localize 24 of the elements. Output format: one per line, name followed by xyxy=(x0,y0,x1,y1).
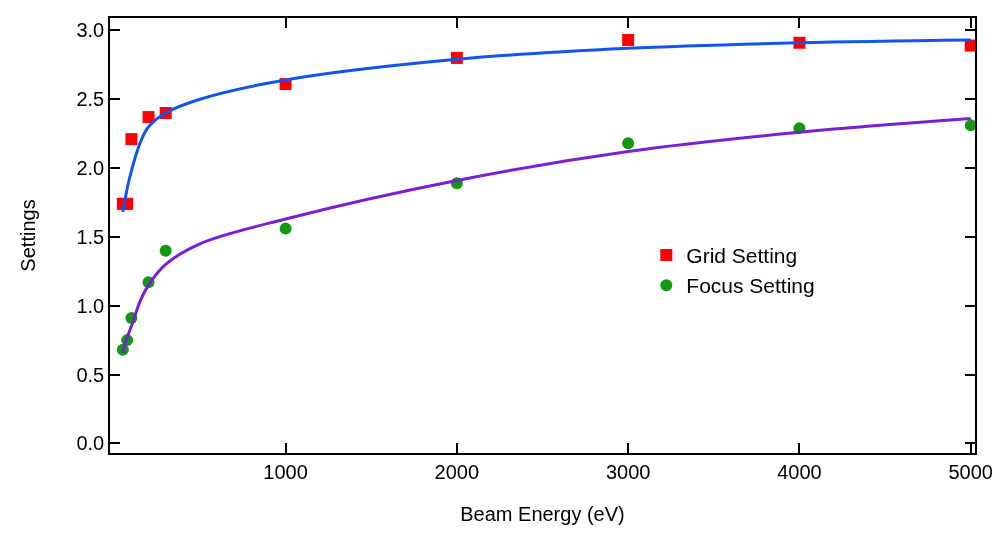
y-tick-label: 0.5 xyxy=(76,363,105,386)
point xyxy=(964,119,975,132)
point xyxy=(622,34,635,47)
x-tick-label: 5000 xyxy=(948,460,993,483)
x-tick-label: 3000 xyxy=(605,460,651,483)
point xyxy=(279,222,292,235)
y-tick-label: 1.5 xyxy=(76,225,105,248)
y-tick-label: 0.0 xyxy=(76,432,105,455)
x-axis-title: Beam Energy (eV) xyxy=(460,502,625,525)
y-tick-label: 2.0 xyxy=(76,157,105,180)
y-tick-label: 1.0 xyxy=(76,294,105,317)
y-tick-label: 3.0 xyxy=(76,19,105,42)
point xyxy=(159,244,172,257)
y-axis-title: Settings xyxy=(17,199,40,272)
line-series xyxy=(121,38,973,214)
x-tick-label: 1000 xyxy=(263,460,308,483)
point xyxy=(125,133,138,146)
point xyxy=(622,137,635,150)
x-tick-label: 2000 xyxy=(434,460,480,483)
x-tick-label: 4000 xyxy=(777,460,822,483)
legend-label: Grid Setting xyxy=(686,244,798,268)
y-tick-label: 2.5 xyxy=(76,88,105,111)
point xyxy=(142,111,155,124)
legend-label: Focus Setting xyxy=(686,274,815,298)
